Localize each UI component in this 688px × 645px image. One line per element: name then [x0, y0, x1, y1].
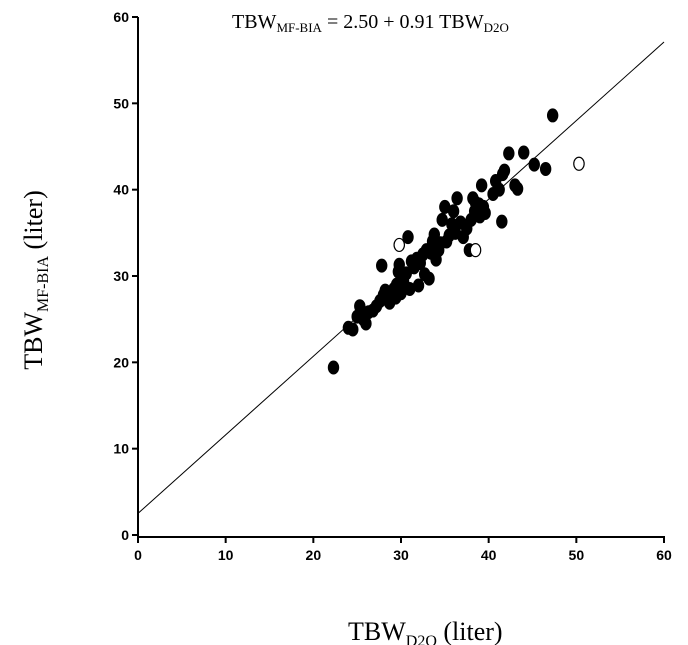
data-point [546, 108, 559, 123]
title-prefix-subscript: MF-BIA [276, 20, 322, 35]
data-point [479, 205, 491, 220]
data-point [511, 181, 524, 196]
y-tick-label: 10 [113, 441, 129, 457]
data-point [498, 163, 511, 178]
x-tick-label: 0 [134, 547, 142, 563]
x-tick-label: 20 [306, 547, 322, 563]
data-point-open [573, 156, 585, 171]
data-point [402, 230, 414, 245]
x-tick-label: 30 [393, 547, 409, 563]
y-tick-label: 60 [113, 9, 129, 25]
data-point [496, 214, 508, 229]
y-tick-label: 40 [113, 182, 129, 198]
data-point [475, 178, 488, 193]
data-point [412, 278, 425, 293]
x-axis-label-units: (liter) [437, 617, 503, 645]
y-axis-label-units: (liter) [19, 190, 48, 256]
data-point [354, 299, 366, 314]
title-prefix: TBW [232, 11, 277, 33]
data-point [436, 212, 448, 227]
y-tick-label: 20 [113, 354, 129, 370]
data-point [393, 257, 405, 272]
data-point [493, 182, 505, 197]
data-point [451, 191, 463, 206]
data-point [376, 258, 388, 273]
x-axis-label-subscript: D2O [406, 633, 437, 645]
data-point [518, 145, 530, 160]
data-point [539, 161, 552, 176]
y-axis-label: TBWMF-BIA (liter) [19, 190, 52, 369]
data-point-open [393, 237, 406, 253]
x-tick-label: 50 [569, 547, 585, 563]
y-tick-label: 50 [113, 95, 129, 111]
title-equation: = 2.50 + 0.91 TBW [322, 11, 484, 33]
data-point [447, 204, 460, 219]
data-point [423, 271, 435, 286]
y-tick-label: 30 [113, 268, 129, 284]
title-equation-subscript: D2O [484, 20, 509, 35]
x-tick-label: 40 [481, 547, 497, 563]
y-axis-label-subscript: MF-BIA [35, 256, 52, 312]
x-tick-label: 60 [656, 547, 672, 563]
data-point [528, 157, 540, 172]
x-axis-label: TBWD2O (liter) [348, 617, 503, 645]
data-point-open [469, 243, 482, 258]
data-point [503, 146, 515, 161]
chart-title: TBWMF-BIA = 2.50 + 0.91 TBWD2O [232, 11, 509, 35]
x-tick-label: 10 [218, 547, 234, 563]
data-point [327, 360, 340, 375]
data-point [347, 322, 359, 337]
data-points [327, 108, 585, 375]
y-tick-label: 0 [121, 527, 129, 543]
x-axis-label-main: TBW [348, 617, 406, 645]
axis-ticks: 0 10 20 30 40 50 60 0 10 20 30 40 50 60 [113, 9, 672, 563]
y-axis-label-main: TBW [19, 312, 48, 370]
